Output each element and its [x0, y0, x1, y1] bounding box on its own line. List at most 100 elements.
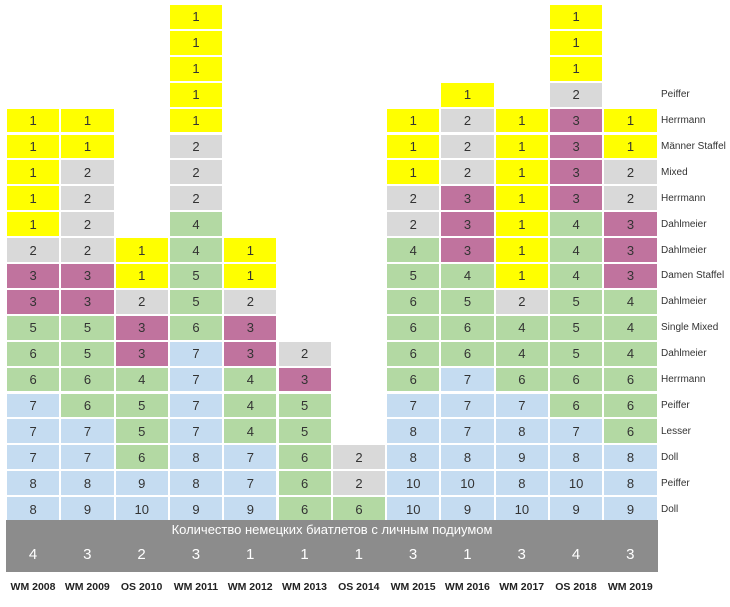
- cell-1-7: 2: [60, 185, 115, 212]
- cell-5-13: 2: [277, 340, 332, 367]
- cell-9-4: 1: [494, 107, 549, 134]
- season-label: WM 2011: [173, 581, 219, 593]
- cell-2-18: 9: [114, 470, 169, 497]
- cell-7-9: 4: [386, 237, 441, 263]
- cell-0-7: 1: [6, 185, 61, 212]
- cell-0-19: 8: [6, 496, 61, 522]
- row-label: Dahlmeier: [661, 348, 707, 360]
- cell-7-5: 1: [386, 133, 441, 160]
- cell-7-12: 6: [386, 314, 441, 341]
- cell-5-19: 6: [277, 496, 332, 522]
- cell-7-18: 10: [386, 470, 441, 497]
- cell-7-4: 1: [386, 107, 441, 134]
- cell-10-3: 2: [549, 81, 604, 108]
- cell-1-6: 2: [60, 159, 115, 186]
- cell-0-13: 6: [6, 340, 61, 367]
- cell-4-14: 4: [223, 366, 278, 393]
- cell-9-7: 1: [494, 185, 549, 212]
- cell-10-7: 3: [549, 185, 604, 212]
- cell-0-6: 1: [6, 159, 61, 186]
- cell-8-19: 9: [440, 496, 495, 522]
- cell-5-17: 6: [277, 444, 332, 471]
- cell-2-17: 6: [114, 444, 169, 471]
- cell-10-1: 1: [549, 29, 604, 56]
- cell-7-16: 8: [386, 418, 441, 445]
- season-label: OS 2014: [338, 581, 380, 593]
- cell-8-13: 6: [440, 340, 495, 367]
- cell-0-12: 5: [6, 314, 61, 341]
- row-label: Dahlmeier: [661, 244, 707, 256]
- count-band: [6, 520, 658, 572]
- cell-9-13: 4: [494, 340, 549, 367]
- cell-11-7: 2: [603, 185, 658, 212]
- podium-count: 3: [517, 546, 526, 563]
- row-label: Peiffer: [661, 477, 690, 489]
- season-label: WM 2013: [282, 581, 327, 593]
- cell-8-10: 4: [440, 263, 495, 289]
- podium-count: 1: [354, 546, 363, 563]
- cell-3-18: 8: [168, 470, 224, 497]
- cell-7-11: 6: [386, 288, 441, 315]
- cell-10-9: 4: [549, 237, 604, 263]
- cell-8-3: 1: [440, 81, 495, 108]
- cell-6-19: 6: [331, 496, 387, 522]
- cell-7-19: 10: [386, 496, 441, 522]
- cell-8-14: 7: [440, 366, 495, 393]
- cell-3-4: 1: [168, 107, 224, 134]
- cell-8-9: 3: [440, 237, 495, 263]
- cell-4-17: 7: [223, 444, 278, 471]
- cell-10-19: 9: [549, 496, 604, 522]
- cell-11-8: 3: [603, 211, 658, 238]
- cell-1-10: 3: [60, 263, 115, 289]
- cell-3-7: 2: [168, 185, 224, 212]
- cell-2-12: 3: [114, 314, 169, 341]
- season-label: OS 2010: [120, 581, 163, 593]
- cell-11-17: 8: [603, 444, 658, 471]
- cell-3-8: 4: [168, 211, 224, 238]
- cell-10-18: 10: [549, 470, 604, 497]
- podium-count: 1: [463, 546, 472, 563]
- cell-3-6: 2: [168, 159, 224, 186]
- cell-4-18: 7: [223, 470, 278, 497]
- cell-9-8: 1: [494, 211, 549, 238]
- cell-3-1: 1: [168, 29, 224, 56]
- cell-2-14: 4: [114, 366, 169, 393]
- season-label: WM 2012: [227, 581, 273, 593]
- cell-1-17: 7: [60, 444, 115, 471]
- cell-6-17: 2: [331, 444, 387, 471]
- cell-10-2: 1: [549, 55, 604, 82]
- cell-3-14: 7: [168, 366, 224, 393]
- cell-9-11: 2: [494, 288, 549, 315]
- cell-4-12: 3: [223, 314, 278, 341]
- season-label: WM 2015: [390, 581, 436, 593]
- count-band-title: Количество немецких биатлетов с личным п…: [171, 522, 493, 537]
- cell-10-14: 6: [549, 366, 604, 393]
- cell-8-8: 3: [440, 211, 495, 238]
- cell-0-14: 6: [6, 366, 61, 393]
- cell-9-15: 7: [494, 392, 549, 419]
- cell-0-9: 2: [6, 237, 61, 263]
- cell-2-16: 5: [114, 418, 169, 445]
- cell-10-12: 5: [549, 314, 604, 341]
- cell-11-9: 3: [603, 237, 658, 263]
- cell-8-6: 2: [440, 159, 495, 186]
- cell-0-5: 1: [6, 133, 61, 160]
- cell-9-10: 1: [494, 263, 549, 289]
- cell-1-9: 2: [60, 237, 115, 263]
- cell-2-9: 1: [114, 237, 169, 263]
- podium-count: 4: [28, 546, 38, 563]
- cell-9-6: 1: [494, 159, 549, 186]
- cell-0-8: 1: [6, 211, 61, 238]
- cell-5-15: 5: [277, 392, 332, 419]
- cell-8-12: 6: [440, 314, 495, 341]
- cell-5-18: 6: [277, 470, 332, 497]
- cell-1-18: 8: [60, 470, 115, 497]
- cell-8-11: 5: [440, 288, 495, 315]
- cell-11-10: 3: [603, 263, 658, 289]
- season-label: WM 2017: [499, 581, 545, 593]
- cell-0-17: 7: [6, 444, 61, 471]
- cell-1-13: 5: [60, 340, 115, 367]
- cell-3-0: 1: [168, 4, 224, 30]
- row-label: Peiffer: [661, 399, 690, 411]
- podium-count: 3: [626, 546, 635, 563]
